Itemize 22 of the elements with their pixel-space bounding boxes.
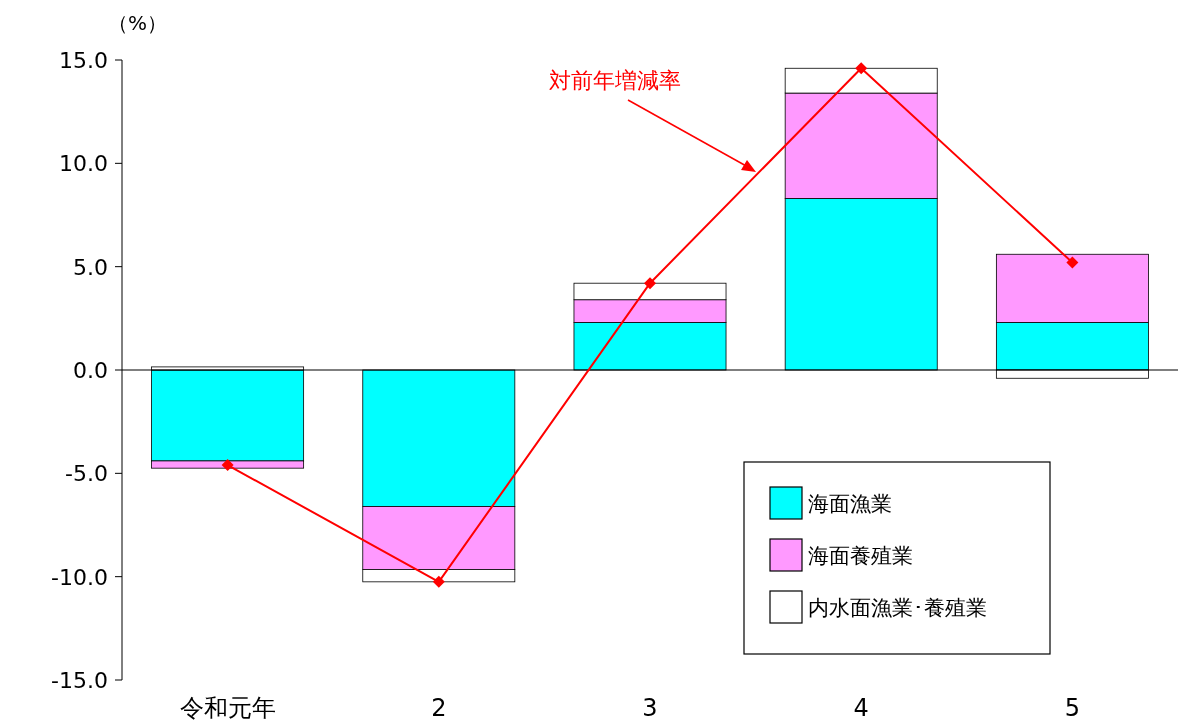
legend-label: 海面漁業 — [808, 492, 892, 516]
y-tick-label: -5.0 — [65, 461, 108, 487]
x-tick-label: 4 — [853, 694, 869, 722]
legend-label: 海面養殖業 — [808, 544, 913, 568]
point — [1066, 256, 1079, 269]
y-axis-title: （%） — [108, 11, 168, 35]
point — [855, 62, 868, 75]
y-tick-label: 15.0 — [59, 48, 108, 73]
x-tick-label: 令和元年 — [179, 694, 276, 722]
legend-label: 内水面漁業･養殖業 — [808, 596, 987, 620]
point — [221, 459, 234, 472]
y-tick-label: 10.0 — [59, 151, 108, 177]
y-tick-label: -15.0 — [51, 668, 108, 693]
x-tick-label: 2 — [431, 694, 447, 722]
y-tick-label: 5.0 — [73, 254, 108, 280]
text: 対前年増減率 — [549, 68, 681, 93]
y-tick-label: -10.0 — [51, 564, 108, 590]
point — [432, 575, 445, 588]
point — [644, 277, 656, 290]
y-tick-label: 0.0 — [73, 358, 108, 383]
x-tick-label: 3 — [642, 694, 658, 722]
x-tick-label: 5 — [1064, 694, 1081, 722]
